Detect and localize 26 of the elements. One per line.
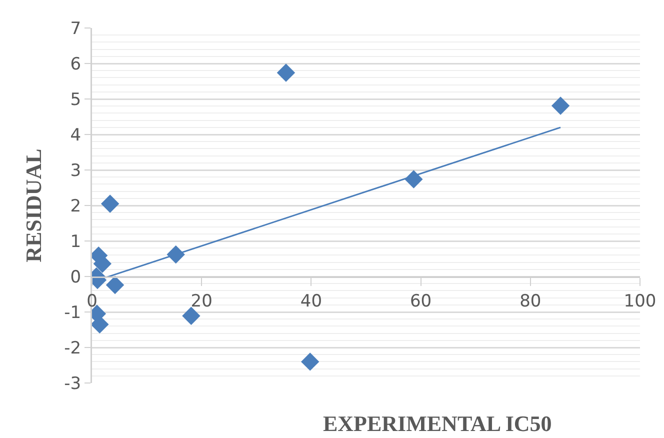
x-axis-title: EXPERIMENTAL IC50 xyxy=(323,411,552,436)
x-tick-label: 20 xyxy=(190,291,212,312)
y-tick-label: 2 xyxy=(70,196,82,216)
x-tick-label: 0 xyxy=(86,291,98,312)
point xyxy=(100,194,120,213)
y-tick-label: -2 xyxy=(64,338,82,358)
y-tick-label: 0 xyxy=(70,267,82,288)
point xyxy=(301,352,320,371)
x-tick-label: 40 xyxy=(300,291,322,312)
point xyxy=(404,170,423,188)
y-tick-label: 1 xyxy=(70,232,82,252)
y-tick-label: -1 xyxy=(64,302,82,323)
x-tick-label: 60 xyxy=(410,291,432,312)
y-tick-label: 7 xyxy=(70,18,82,39)
y-tick-label: 5 xyxy=(70,90,82,110)
point xyxy=(182,306,200,325)
y-tick-label: 6 xyxy=(70,54,82,74)
point xyxy=(106,276,124,294)
x-tick-label: 80 xyxy=(520,291,542,312)
y-tick-label: -3 xyxy=(64,374,82,394)
point xyxy=(551,96,570,115)
point xyxy=(276,64,296,82)
y-tick-label: 4 xyxy=(70,125,82,146)
y-tick-label: 3 xyxy=(70,160,82,181)
y-axis-title: RESIDUAL xyxy=(21,148,46,262)
x-tick-label: 100 xyxy=(624,291,656,312)
